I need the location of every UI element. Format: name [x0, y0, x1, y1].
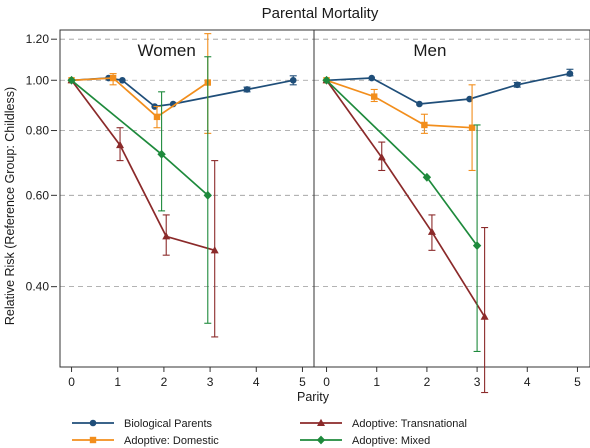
data-point: [480, 312, 489, 320]
x-axis-label: Parity: [297, 390, 330, 404]
data-point: [243, 86, 251, 93]
legend-marker: [89, 436, 97, 444]
data-point: [468, 124, 476, 131]
series-adoptive-mixed: [67, 56, 212, 324]
x-tick-label: 5: [299, 375, 306, 389]
x-tick-label: 0: [68, 375, 75, 389]
series-line: [325, 79, 478, 247]
data-point: [203, 190, 212, 200]
series-line: [325, 79, 486, 318]
x-tick-label: 4: [524, 375, 531, 389]
y-tick-label: 1.00: [26, 73, 50, 87]
data-point: [67, 75, 76, 85]
legend: Biological Parents Adoptive: Transnationa…: [72, 418, 467, 447]
data-point: [427, 227, 436, 235]
series-biological-parents: [323, 68, 574, 108]
y-tick-label: 1.20: [26, 32, 50, 46]
data-point: [153, 113, 161, 121]
legend-item-adoptive-domestic: Adoptive: Domestic: [72, 435, 219, 447]
x-tick-label: 2: [424, 375, 431, 389]
data-point: [157, 149, 166, 159]
legend-label: Biological Parents: [124, 418, 213, 430]
data-point: [416, 100, 423, 108]
data-point: [322, 75, 331, 85]
legend-item-biological-parents: Biological Parents: [72, 418, 213, 430]
legend-marker: [316, 435, 326, 445]
y-tick-label: 0.60: [26, 188, 50, 202]
data-point: [119, 76, 126, 84]
x-tick-label: 1: [373, 375, 380, 389]
data-point: [566, 70, 574, 77]
x-tick-label: 1: [114, 375, 121, 389]
data-point: [422, 172, 432, 182]
legend-item-adoptive-transnational: Adoptive: Transnational: [300, 418, 467, 430]
data-point: [371, 93, 378, 100]
series-adoptive-domestic: [323, 77, 476, 172]
x-tick-label: 3: [474, 375, 481, 389]
panel-title: Women: [138, 41, 196, 60]
series-adoptive-mixed: [322, 75, 482, 353]
data-point: [513, 81, 521, 89]
series-line: [71, 77, 294, 108]
data-point: [116, 140, 125, 149]
x-tick-label: 5: [574, 375, 581, 389]
y-tick-label: 0.80: [26, 124, 50, 138]
y-tick-label: 0.40: [26, 280, 50, 294]
panel-title: Men: [413, 41, 446, 60]
panel-women: 0.40 0.60 0.80 1.00 1.20 0 1 2 3 4 5 Women: [26, 29, 315, 389]
series-line: [70, 79, 215, 252]
data-point: [162, 232, 171, 240]
legend-label: Adoptive: Transnational: [352, 418, 467, 430]
legend-label: Adoptive: Mixed: [352, 435, 430, 447]
panel-men: 0 1 2 3 4 5 Men: [313, 29, 590, 394]
series-line: [70, 79, 209, 196]
x-tick-label: 3: [207, 375, 214, 389]
x-tick-label: 2: [161, 375, 168, 389]
x-tick-label: 4: [253, 375, 260, 389]
legend-marker: [317, 418, 325, 426]
series-line: [71, 77, 209, 118]
data-point: [368, 74, 376, 82]
data-point: [210, 246, 219, 254]
chart-title: Parental Mortality: [262, 5, 379, 22]
legend-marker: [89, 419, 97, 427]
series-line: [326, 79, 473, 129]
series-line: [326, 72, 571, 105]
x-tick-label: 0: [323, 375, 330, 389]
plot-frame: [313, 29, 590, 368]
data-point: [421, 121, 428, 129]
legend-label: Adoptive: Domestic: [124, 435, 219, 447]
data-point: [377, 153, 386, 161]
series-adoptive-transnational: [322, 76, 489, 394]
data-point: [472, 241, 482, 250]
y-axis-label: Relative Risk (Reference Group: Childles…: [3, 87, 17, 325]
data-point: [109, 74, 117, 82]
series-adoptive-transnational: [67, 76, 219, 338]
data-point: [466, 95, 473, 103]
data-point: [289, 76, 297, 84]
legend-item-adoptive-mixed: Adoptive: Mixed: [300, 435, 430, 447]
